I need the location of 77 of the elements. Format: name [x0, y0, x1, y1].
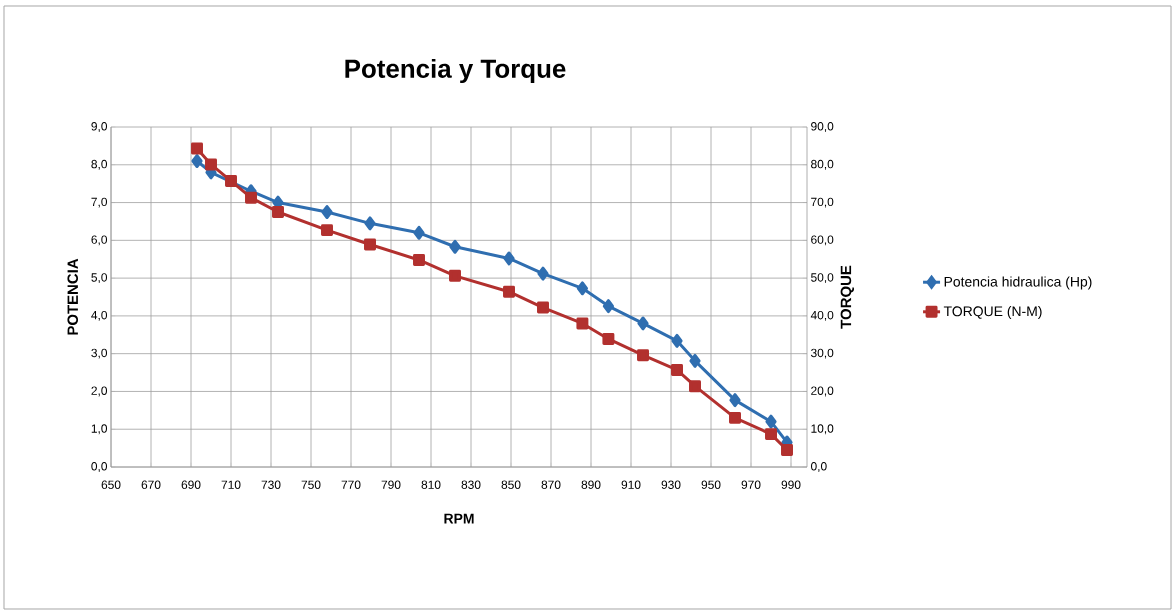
y-tick-label: 7,0 [91, 197, 108, 208]
x-tick-label: 790 [381, 480, 401, 489]
point [449, 269, 461, 282]
point [537, 301, 549, 314]
x-tick-label: 810 [421, 480, 441, 489]
x-tick-label: 670 [141, 480, 161, 489]
y2-tick-label: 10,0 [811, 424, 834, 435]
point [689, 353, 701, 368]
point [321, 205, 333, 219]
x-tick-label: 770 [341, 480, 361, 489]
point [729, 393, 741, 408]
y2-tick-label: 20,0 [811, 386, 834, 397]
point [637, 349, 649, 362]
point [272, 206, 284, 218]
point [245, 191, 257, 204]
x-tick-label: 710 [221, 480, 241, 489]
y-tick-label: 1,0 [91, 424, 108, 435]
point [765, 414, 777, 429]
x-tick-label: 750 [301, 480, 321, 489]
y-tick-label: 2,0 [91, 386, 108, 397]
x-tick-label: 730 [261, 480, 281, 489]
y-tick-label: 3,0 [91, 348, 108, 359]
x-tick-label: 650 [101, 480, 121, 489]
x-tick-label: 930 [661, 480, 681, 489]
chart-title: Potencia y Torque [345, 58, 566, 84]
point [602, 299, 615, 314]
point [637, 316, 649, 331]
x-tick-label: 910 [621, 480, 641, 489]
y-tick-label: 4,0 [91, 310, 108, 321]
x-tick-label: 830 [461, 480, 481, 489]
point [671, 333, 683, 348]
legend-label: Potencia hidraulica (Hp) [944, 276, 1092, 290]
y2-tick-label: 50,0 [811, 273, 834, 284]
x-axis-title: RPM [444, 513, 474, 524]
point [671, 363, 683, 376]
point [503, 285, 515, 298]
x-tick-label: 890 [581, 480, 601, 489]
point [576, 281, 589, 296]
point [413, 225, 425, 240]
x-tick-label: 950 [701, 480, 721, 489]
y2-axis-title: TORQUE [840, 265, 855, 329]
y-tick-label: 5,0 [91, 273, 108, 284]
point [689, 380, 701, 393]
y-tick-label: 9,0 [91, 122, 108, 132]
y2-tick-label: 60,0 [811, 235, 834, 246]
point [537, 266, 549, 281]
y-tick-label: 8,0 [91, 159, 108, 170]
point [729, 411, 741, 424]
point [191, 142, 203, 155]
y-axis-title: POTENCIA [67, 258, 79, 335]
x-tick-label: 990 [781, 480, 801, 489]
y-tick-label: 0,0 [91, 462, 108, 472]
point [225, 175, 237, 188]
y2-tick-label: 70,0 [811, 197, 834, 208]
point [781, 444, 793, 456]
y2-tick-label: 0,0 [811, 462, 827, 472]
point [449, 239, 461, 254]
x-tick-label: 970 [741, 480, 761, 489]
point [576, 317, 589, 330]
y2-tick-label: 30,0 [810, 348, 834, 359]
y2-tick-label: 90,0 [811, 122, 834, 132]
point [364, 216, 376, 231]
y-tick-label: 6,0 [91, 235, 108, 246]
legend-label: TORQUE (N-M) [943, 305, 1042, 319]
x-tick-label: 690 [181, 480, 201, 489]
point [503, 251, 515, 266]
point [191, 154, 203, 168]
y2-tick-label: 40,0 [810, 310, 834, 321]
y2-tick-label: 80,0 [811, 159, 834, 170]
point [364, 238, 376, 251]
point [321, 224, 333, 237]
x-tick-label: 870 [541, 480, 561, 489]
x-tick-label: 850 [501, 480, 521, 489]
point [602, 332, 615, 345]
point [205, 158, 217, 171]
point [765, 428, 777, 441]
point [413, 254, 425, 266]
